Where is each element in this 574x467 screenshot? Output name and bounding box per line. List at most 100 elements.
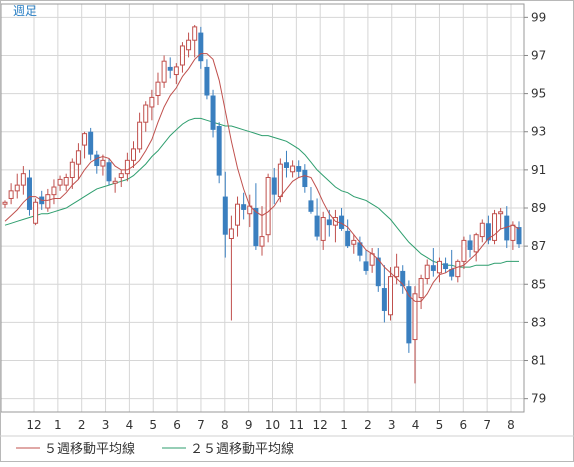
candle-body-down	[210, 95, 216, 130]
candle-body-up	[228, 228, 234, 240]
candle-body-up	[235, 203, 241, 226]
candle-body-up	[8, 190, 14, 199]
candle-body-down	[106, 162, 112, 182]
y-tick-label: 89	[531, 201, 546, 215]
candle-body-up	[492, 213, 498, 241]
candle-body-down	[271, 177, 277, 195]
candle-body-up	[412, 293, 418, 341]
candle-body-down	[94, 154, 100, 167]
candle-body-up	[100, 159, 106, 167]
x-tick-label: 3	[102, 418, 110, 432]
candle-body-down	[241, 204, 247, 210]
candle-body-down	[406, 286, 412, 344]
candle-body-up	[186, 39, 192, 51]
x-tick-label: 4	[412, 418, 420, 432]
x-tick-label: 2	[78, 418, 86, 432]
grid	[1, 4, 524, 412]
candle-body-up	[510, 224, 516, 241]
candle-body-up	[461, 239, 467, 262]
x-tick-label: 11	[289, 418, 304, 432]
candle-body-down	[296, 166, 302, 172]
candle-body-up	[124, 159, 130, 175]
x-tick-label: 10	[265, 418, 280, 432]
candle-body-down	[204, 66, 210, 96]
y-tick-label: 87	[531, 239, 546, 253]
candle-body-up	[424, 264, 430, 280]
candle-body-up	[455, 260, 461, 278]
x-tick-label: 8	[507, 418, 515, 432]
candle-body-up	[161, 60, 167, 83]
candle-body-down	[314, 215, 320, 237]
candle-body-up	[75, 150, 81, 165]
candle-body-up	[173, 66, 179, 76]
candle-body-down	[400, 270, 406, 287]
candle-body-down	[375, 257, 381, 287]
y-tick-label: 99	[531, 10, 546, 24]
candle-body-down	[308, 200, 314, 212]
y-tick-label: 93	[531, 125, 546, 139]
x-tick-label: 3	[388, 418, 396, 432]
candle-body-down	[216, 126, 222, 176]
candle-body-down	[516, 227, 522, 245]
candle-body-up	[418, 278, 424, 299]
x-tick-label: 5	[149, 418, 157, 432]
candle-body-up	[436, 260, 442, 274]
candle-body-up	[277, 163, 283, 198]
candle-body-down	[467, 240, 473, 250]
ma5-layer	[4, 53, 520, 302]
candle-body-up	[131, 148, 136, 161]
x-tick-label: 6	[173, 418, 181, 432]
candle-body-up	[20, 173, 26, 186]
candle-body-down	[485, 223, 491, 241]
y-tick-label: 79	[531, 392, 546, 406]
candle-body-down	[363, 261, 369, 271]
y-tick-label: 85	[531, 277, 546, 291]
candle-body-up	[82, 133, 88, 146]
candle-body-down	[381, 288, 387, 311]
candle-body-up	[143, 104, 149, 123]
candle-body-down	[198, 32, 204, 62]
candle-body-up	[290, 165, 296, 173]
x-tick-label: 2	[364, 418, 372, 432]
candle-body-up	[498, 211, 504, 215]
candle-body-up	[149, 96, 155, 108]
candle-body-up	[179, 45, 185, 66]
candle-body-up	[2, 201, 8, 205]
x-tick-label: 6	[459, 418, 467, 432]
candle-body-down	[357, 242, 363, 256]
candle-body-up	[259, 236, 265, 247]
candle-body-up	[137, 121, 143, 150]
candle-body-up	[69, 161, 75, 178]
candle-body-down	[283, 162, 289, 168]
x-tick-label: 12	[26, 418, 41, 432]
candle-body-down	[449, 269, 455, 277]
candle-body-up	[394, 266, 400, 278]
y-tick-label: 81	[531, 354, 546, 368]
candle-body-down	[253, 208, 259, 247]
x-tick-label: 1	[54, 418, 62, 432]
candle-body-up	[155, 81, 161, 97]
candle-body-up	[388, 276, 393, 316]
candle-body-down	[88, 131, 94, 155]
y-tick-label: 95	[531, 87, 546, 101]
candle-body-down	[167, 66, 173, 71]
candle-body-up	[14, 184, 20, 192]
candle-body-up	[192, 26, 198, 41]
y-tick-label: 97	[531, 48, 546, 62]
candle-body-down	[326, 219, 332, 226]
candle-body-down	[430, 265, 436, 271]
x-tick-label: 5	[436, 418, 444, 432]
x-tick-label: 4	[126, 418, 134, 432]
candle-body-down	[443, 263, 449, 270]
y-tick-label: 83	[531, 315, 546, 329]
candle-body-down	[222, 196, 228, 235]
candle-body-down	[26, 177, 32, 210]
x-axis: 12 1 2 3 4 5 6 7 8 9 10 11 12 1 2 3 4 5 6 7 8	[26, 418, 514, 432]
legend: ５週移動平均線 ２５週移動平均線	[16, 441, 294, 457]
candle-body-up	[57, 178, 63, 186]
candle-body-down	[302, 169, 308, 188]
candle-body-up	[112, 180, 118, 184]
candle-body-up	[51, 186, 57, 196]
